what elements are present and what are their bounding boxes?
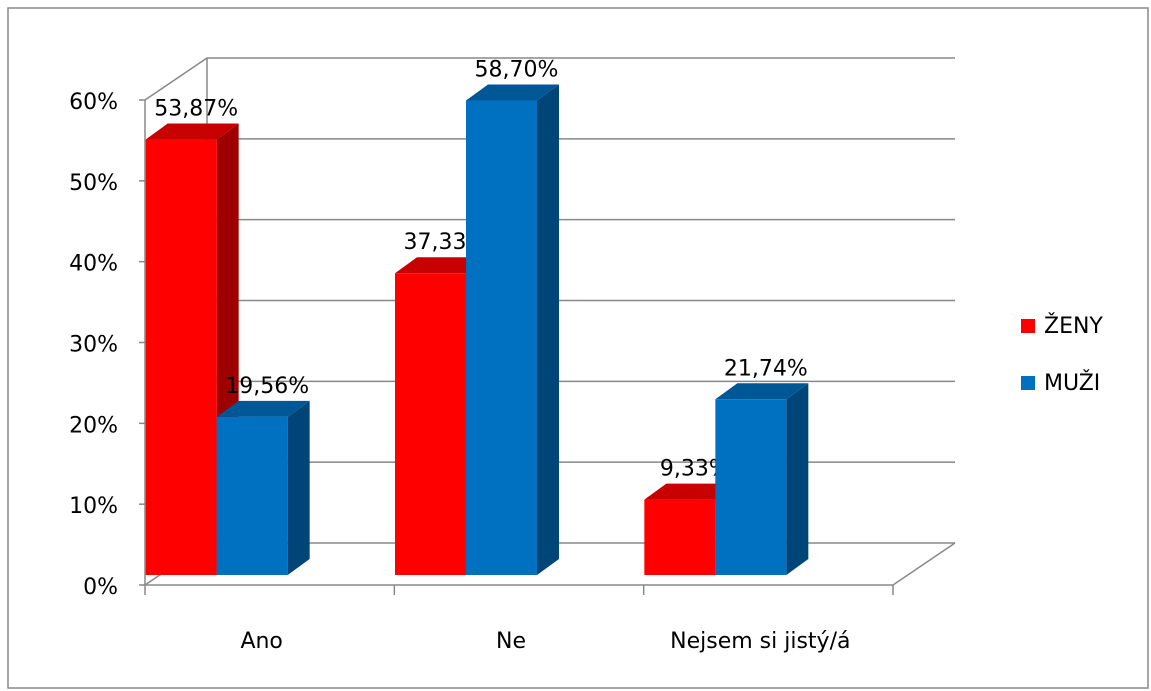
data-label: 21,74% [724, 356, 808, 381]
bar-front [466, 100, 537, 575]
y-tick-label: 10% [69, 494, 118, 519]
legend-label: MUŽI [1044, 370, 1100, 396]
bar-top [145, 123, 239, 140]
bar-front [145, 139, 217, 575]
bar-front [216, 416, 288, 575]
bar-side [287, 400, 310, 575]
data-label: 58,70% [475, 58, 559, 83]
bar [216, 400, 310, 575]
y-tick-label: 30% [69, 333, 118, 358]
data-label: 19,56% [225, 374, 309, 399]
bar-top [395, 257, 488, 274]
bar-side [786, 383, 809, 575]
bar-top [644, 483, 738, 500]
bar-front [644, 499, 716, 575]
bar-top [216, 400, 310, 417]
bar-front [395, 273, 466, 575]
y-tick-label: 40% [69, 252, 118, 277]
y-tick-label: 50% [69, 171, 118, 196]
bar-side [537, 84, 559, 575]
legend-label: ŽENY [1044, 313, 1103, 339]
bar-top [466, 84, 559, 101]
bar-front [715, 399, 787, 575]
legend-swatch [1021, 376, 1035, 390]
x-tick-label: Ne [496, 629, 526, 654]
y-tick-label: 0% [83, 575, 118, 600]
bar-top [715, 383, 809, 400]
data-label: 53,87% [154, 97, 238, 122]
y-tick-label: 60% [69, 90, 118, 115]
x-tick-label: Nejsem si jistý/á [670, 629, 850, 654]
y-tick-label: 20% [69, 413, 118, 438]
legend-swatch [1021, 319, 1035, 333]
bar [715, 383, 809, 575]
bar [466, 84, 559, 575]
x-tick-label: Ano [240, 629, 282, 654]
